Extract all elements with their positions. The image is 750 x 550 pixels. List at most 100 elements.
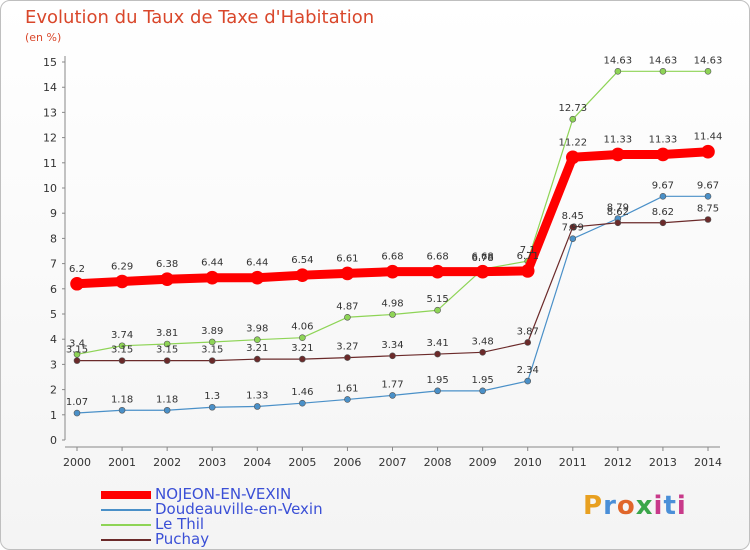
data-point	[524, 339, 532, 346]
data-point	[479, 349, 486, 356]
data-label: 1.18	[156, 394, 178, 405]
data-label: 4.06	[291, 322, 313, 333]
data-point	[659, 193, 667, 200]
data-label: 3.74	[111, 330, 133, 341]
data-point	[253, 403, 261, 410]
data-point	[163, 340, 171, 348]
logo-letter: r	[603, 491, 617, 521]
y-tick-label: 1	[50, 409, 57, 422]
data-point	[118, 406, 126, 414]
y-tick-label: 12	[43, 132, 57, 145]
data-point	[479, 387, 486, 395]
data-label: 3.98	[246, 324, 268, 335]
data-point	[569, 223, 577, 231]
data-label: 8.62	[652, 207, 674, 218]
data-point	[70, 276, 84, 291]
data-label: 11.33	[649, 134, 678, 145]
data-label: 8.79	[607, 202, 629, 213]
data-label: 3.81	[156, 328, 178, 339]
data-point	[118, 357, 126, 364]
x-tick-label: 2009	[469, 456, 497, 469]
data-point	[569, 235, 577, 242]
data-label: 9.67	[652, 180, 674, 191]
data-label: 3.87	[517, 326, 539, 337]
data-point	[389, 311, 396, 318]
data-label: 8.45	[562, 211, 584, 222]
x-tick-label: 2014	[694, 456, 722, 469]
x-tick-label: 2006	[333, 456, 361, 469]
data-point	[73, 409, 81, 417]
data-label: 14.63	[649, 55, 678, 66]
legend-swatch	[101, 539, 151, 541]
data-label: 4.98	[381, 299, 403, 310]
y-tick-label: 9	[50, 207, 57, 220]
data-label: 1.46	[291, 387, 313, 398]
data-label: 3.41	[426, 338, 448, 349]
data-label: 14.63	[604, 55, 633, 66]
data-label: 3.15	[201, 345, 223, 356]
data-label: 8.62	[607, 207, 629, 218]
data-point	[299, 399, 306, 407]
data-label: 3.21	[246, 343, 268, 354]
data-point	[614, 219, 622, 227]
data-point	[205, 270, 220, 285]
x-tick-label: 2002	[153, 456, 181, 469]
data-label: 6.29	[111, 261, 133, 272]
y-tick-label: 11	[43, 157, 57, 170]
data-point	[656, 147, 670, 162]
x-tick-label: 2004	[243, 456, 271, 469]
data-point	[614, 68, 622, 75]
data-point	[73, 357, 81, 364]
data-point	[569, 115, 577, 123]
data-point	[160, 272, 174, 287]
proxiti-logo: Proxiti	[583, 491, 687, 521]
x-tick-label: 2005	[288, 456, 316, 469]
data-label: 6.71	[517, 251, 539, 262]
data-label: 6.44	[201, 258, 223, 269]
data-point	[385, 264, 400, 279]
data-point	[434, 350, 441, 358]
data-label: 1.18	[111, 394, 133, 405]
unit-label: (en %)	[25, 31, 62, 44]
data-label: 11.33	[604, 134, 633, 145]
data-label: 7.1	[520, 245, 536, 256]
data-point	[475, 264, 490, 279]
data-point	[208, 338, 216, 346]
series-group	[70, 68, 715, 417]
x-tick-label: 2007	[379, 456, 407, 469]
x-tick-label: 2013	[649, 456, 677, 469]
data-point	[524, 377, 532, 385]
data-label: 6.68	[426, 252, 448, 263]
logo-letter: o	[616, 491, 636, 521]
data-label: 1.95	[472, 375, 494, 386]
data-label: 1.3	[204, 391, 220, 402]
data-label: 3.21	[291, 343, 313, 354]
data-point	[208, 357, 216, 364]
x-tick-label: 2011	[559, 456, 587, 469]
x-tick-label: 2012	[604, 456, 632, 469]
data-label: 6.68	[381, 252, 403, 263]
data-label: 1.95	[426, 375, 448, 386]
logo-letter: t	[663, 491, 677, 521]
chart-title: Evolution du Taux de Taxe d'Habitation	[25, 7, 375, 28]
data-label: 6.78	[472, 253, 494, 264]
data-point	[163, 406, 171, 414]
legend-label: Le Thil	[155, 515, 205, 533]
data-point	[704, 68, 712, 75]
data-label: 3.15	[156, 345, 178, 356]
y-tick-label: 8	[50, 232, 57, 245]
data-label: 3.48	[472, 336, 494, 347]
x-tick-label: 2010	[514, 456, 542, 469]
y-tick-label: 4	[50, 333, 57, 346]
legend-swatch	[101, 524, 151, 526]
y-tick-label: 6	[50, 283, 57, 296]
data-point	[389, 352, 396, 360]
x-tick-label: 2008	[424, 456, 452, 469]
data-point	[299, 355, 306, 363]
data-point	[704, 193, 712, 200]
legend-swatch	[101, 491, 151, 499]
logo-letter: x	[635, 491, 654, 521]
y-tick-label: 10	[43, 182, 57, 195]
data-label: 1.07	[66, 397, 88, 408]
